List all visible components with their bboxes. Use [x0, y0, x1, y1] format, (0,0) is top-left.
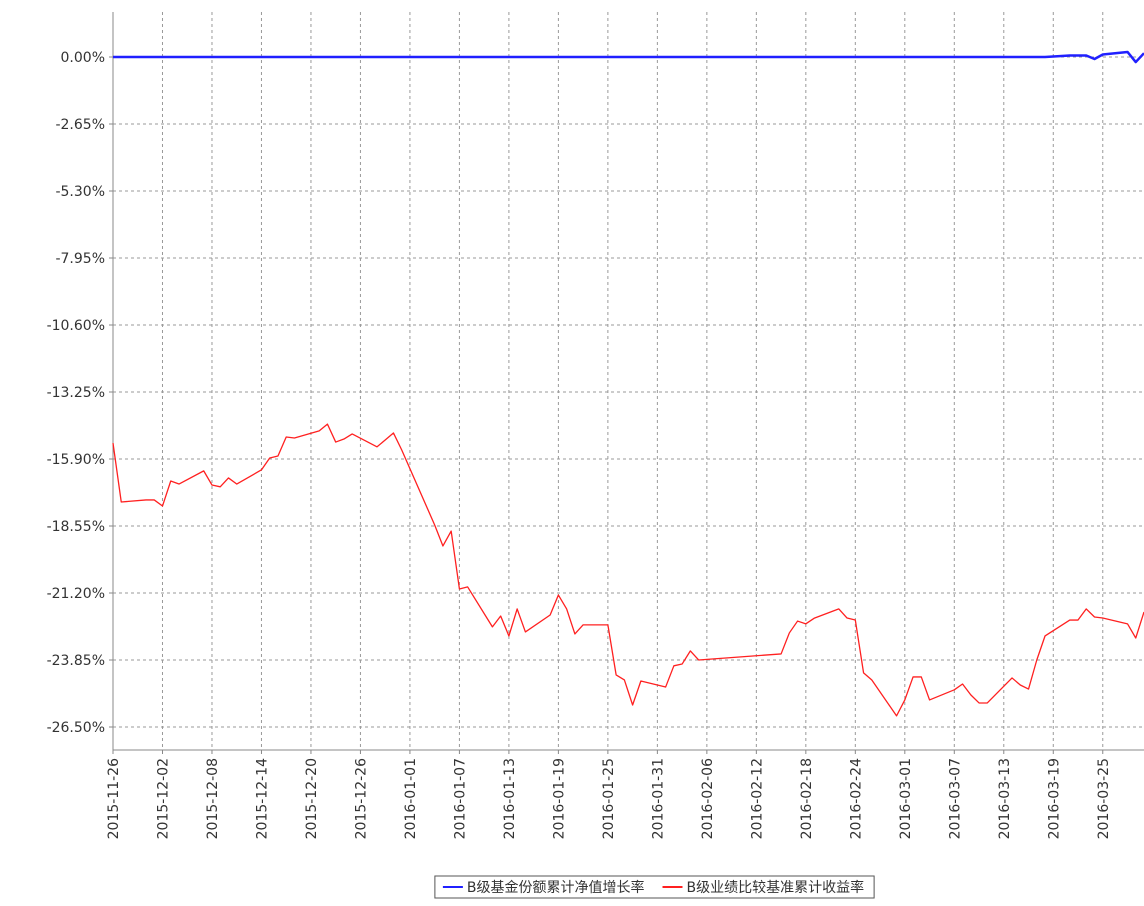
y-tick-label: -18.55% — [47, 519, 105, 535]
legend-label: B级业绩比较基准累计收益率 — [687, 879, 865, 896]
y-tick-label: -26.50% — [47, 720, 105, 736]
y-tick-label: -23.85% — [47, 653, 105, 669]
x-tick-label: 2016-01-13 — [502, 758, 518, 839]
series-line — [112, 423, 1144, 717]
legend: B级基金份额累计净值增长率 B级业绩比较基准累计收益率 — [434, 875, 875, 899]
y-tick-label: -7.95% — [55, 251, 105, 267]
x-tick-label: 2016-01-01 — [403, 758, 419, 839]
x-tick-label: 2016-01-19 — [551, 758, 567, 839]
x-tick-label: 2015-12-02 — [155, 758, 171, 839]
x-tick-label: 2015-12-08 — [205, 758, 221, 839]
y-tick-label: -2.65% — [55, 117, 105, 133]
y-tick-label: -13.25% — [47, 385, 105, 401]
x-tick-label: 2016-03-25 — [1096, 758, 1112, 839]
x-tick-label: 2016-02-24 — [848, 758, 864, 839]
x-tick-label: 2016-03-19 — [1046, 758, 1062, 839]
x-tick-label: 2015-11-26 — [106, 758, 122, 839]
x-tick-label: 2015-12-26 — [353, 758, 369, 839]
x-tick-label: 2016-01-31 — [650, 758, 666, 839]
legend-box — [434, 875, 875, 899]
y-tick-label: -10.60% — [47, 318, 105, 334]
x-tick-label: 2016-02-12 — [749, 758, 765, 839]
y-tick-label: 0.00% — [61, 50, 105, 66]
y-tick-label: -15.90% — [47, 452, 105, 468]
x-tick-label: 2016-03-01 — [898, 758, 914, 839]
x-tick-label: 2015-12-14 — [254, 758, 270, 839]
legend-label: B级基金份额累计净值增长率 — [467, 879, 645, 896]
x-tick-label: 2016-02-06 — [700, 758, 716, 839]
y-tick-label: -21.20% — [47, 586, 105, 602]
x-tick-label: 2016-03-07 — [947, 758, 963, 839]
y-tick-label: -5.30% — [55, 184, 105, 200]
x-tick-label: 2016-01-07 — [452, 758, 468, 839]
x-tick-label: 2016-02-18 — [799, 758, 815, 839]
series-line — [113, 50, 1144, 64]
x-tick-label: 2016-03-13 — [997, 758, 1013, 839]
x-tick-label: 2016-01-25 — [601, 758, 617, 839]
x-tick-label: 2015-12-20 — [304, 758, 320, 839]
